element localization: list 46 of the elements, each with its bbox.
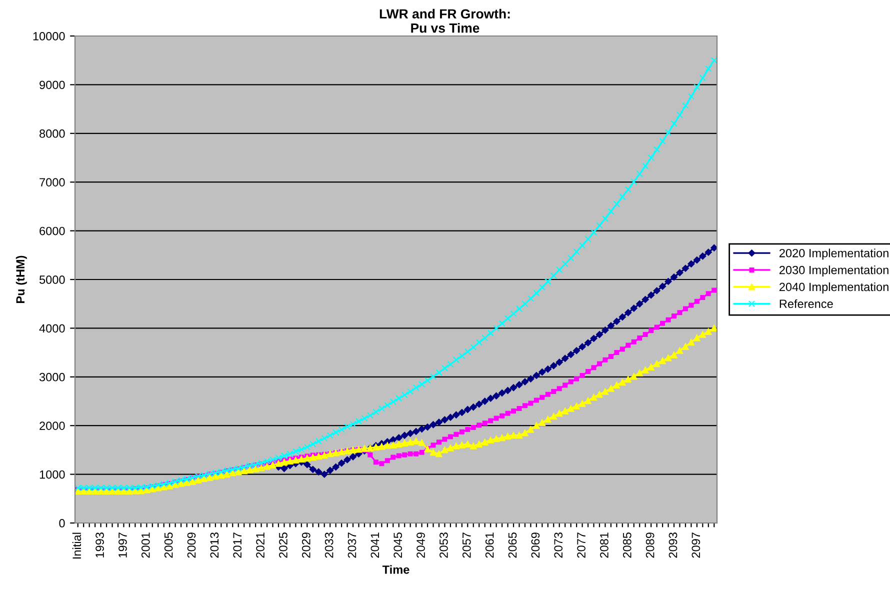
x-tick-label: 2005 <box>164 532 173 558</box>
y-tick-label: 7000 <box>40 178 65 186</box>
y-tick-label: 6000 <box>40 226 65 236</box>
x-tick-label: 2033 <box>324 532 334 558</box>
x-tick-label: 2041 <box>370 532 380 558</box>
x-tick-label: 1997 <box>118 532 127 558</box>
x-tick-label: 2097 <box>692 532 700 558</box>
legend-label: 2040 Implementation <box>780 282 888 294</box>
y-tick-label: 3000 <box>39 372 65 382</box>
x-tick-label: 2013 <box>210 532 219 558</box>
x-tick-label: 2069 <box>531 532 540 558</box>
x-tick-label: 2001 <box>141 532 150 558</box>
x-tick-label: 2085 <box>622 532 632 558</box>
x-tick-label: 2057 <box>462 532 471 558</box>
x-tick-label: 2029 <box>302 532 310 558</box>
legend-label: Reference <box>780 299 833 308</box>
x-tick-label: 2053 <box>440 532 448 558</box>
x-tick-label: 1993 <box>96 532 104 558</box>
x-tick-label: 2017 <box>233 532 242 558</box>
y-tick-label: 9000 <box>40 80 65 90</box>
x-tick-label: 2037 <box>348 532 356 558</box>
x-tick-label: 2025 <box>279 532 288 558</box>
y-tick-label: 4000 <box>39 324 65 333</box>
legend-label: 2030 Implementation <box>780 266 888 277</box>
x-tick-label: 2061 <box>485 532 494 558</box>
x-tick-label: 2093 <box>668 532 678 558</box>
x-tick-label: 2045 <box>394 532 402 558</box>
x-tick-label: 2073 <box>554 532 563 558</box>
chart-title: LWR and FR Growth: Pu vs Time <box>380 8 510 33</box>
y-tick-label: 2000 <box>40 422 65 430</box>
x-axis-title: Time <box>382 565 410 574</box>
x-tick-label: 2089 <box>646 532 654 558</box>
y-tick-label: 10000 <box>33 32 65 40</box>
x-tick-label: 2077 <box>577 532 586 558</box>
y-tick-label: 5000 <box>39 276 65 284</box>
x-tick-label: 2081 <box>600 532 608 558</box>
x-tick-label: 2049 <box>416 532 425 558</box>
legend-label: 2020 Implementation <box>780 248 888 260</box>
y-tick-label: 8000 <box>40 129 65 138</box>
x-tick-label: 2021 <box>256 532 264 558</box>
y-axis-title: Pu (tHM) <box>16 256 27 303</box>
x-tick-label: 2065 <box>508 532 517 558</box>
x-tick-label: Initial <box>72 532 82 558</box>
y-tick-label: 1000 <box>40 470 65 479</box>
x-tick-label: 2009 <box>187 532 196 558</box>
y-tick-label: 0 <box>59 519 65 528</box>
